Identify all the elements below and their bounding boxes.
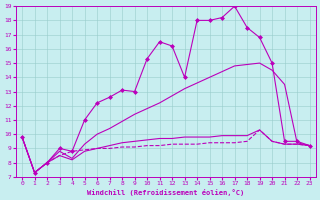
X-axis label: Windchill (Refroidissement éolien,°C): Windchill (Refroidissement éolien,°C) — [87, 189, 244, 196]
